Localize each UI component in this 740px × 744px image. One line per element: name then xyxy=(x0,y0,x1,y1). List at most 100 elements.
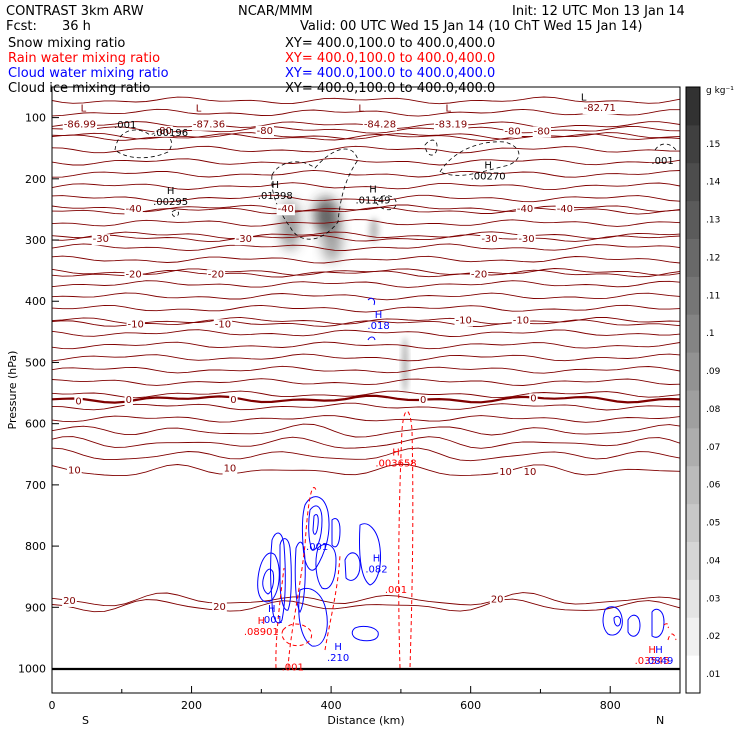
label-background xyxy=(419,395,428,407)
temperature-contour xyxy=(52,292,680,301)
rain-water-contours xyxy=(275,410,677,669)
label-background xyxy=(515,204,535,216)
temperature-label: -40 xyxy=(517,204,533,215)
label-background xyxy=(212,602,227,614)
north-label: N xyxy=(656,714,664,727)
temperature-contour xyxy=(52,436,680,449)
y-tick-label: 800 xyxy=(25,540,46,553)
label-background xyxy=(489,594,505,606)
extremum-value: .003658 xyxy=(375,458,416,469)
temperature-label: 0 xyxy=(420,395,426,406)
low-marker: L xyxy=(196,103,202,114)
temperature-label: -30 xyxy=(93,234,109,245)
extremum-value: .001 xyxy=(261,615,283,626)
label-background xyxy=(255,125,274,137)
legend-snow-xy: XY= 400.0,100.0 to 400.0,400.0 xyxy=(285,36,495,51)
colorbar-swatch xyxy=(686,427,700,467)
label-background xyxy=(503,126,522,138)
temperature-contour xyxy=(52,316,680,325)
temperature-contour xyxy=(52,353,680,362)
temperature-label: 20 xyxy=(491,595,504,606)
extremum-value: .01149 xyxy=(355,195,390,206)
legend-rain: Rain water mixing ratio xyxy=(8,51,160,66)
temperature-contour xyxy=(52,219,680,227)
colorbar-tick-label: .14 xyxy=(706,178,721,188)
label-background xyxy=(511,315,531,327)
temperature-label: -40 xyxy=(125,204,141,215)
cloud-water-contour xyxy=(627,614,641,637)
colorbar-unit: g kg⁻¹ xyxy=(706,86,734,96)
cloud-water-contour xyxy=(602,606,623,636)
temperature-contour xyxy=(52,231,680,240)
extremum-value: .00270 xyxy=(471,171,506,182)
colorbar-tick-label: .15 xyxy=(706,140,720,150)
cloud-water-contour xyxy=(331,517,341,548)
temperature-contour xyxy=(52,365,680,374)
cloud-water-contour xyxy=(262,568,275,595)
label-background xyxy=(124,395,133,407)
high-marker: H xyxy=(392,447,400,458)
y-tick-label: 700 xyxy=(25,479,46,492)
high-marker: H xyxy=(258,616,266,627)
cloud-water-contour xyxy=(651,608,665,638)
extremum-value: .00295 xyxy=(153,197,188,208)
label-background xyxy=(362,119,398,131)
temperature-contour xyxy=(52,423,680,438)
colorbar: .01 .02 .03 .04 .05 .06 .07 .08 .09 .1 .11 .12 .13 .1… xyxy=(685,86,721,694)
low-marker: L xyxy=(446,103,452,114)
label-background xyxy=(206,269,226,281)
label-background xyxy=(276,204,295,216)
y-axis-label: Pressure (hPa) xyxy=(6,351,19,430)
temperature-contour xyxy=(52,145,680,154)
cloud-water-contour xyxy=(257,552,280,603)
contour-value-label: .001 xyxy=(282,662,304,673)
rain-contour xyxy=(667,633,677,641)
temperature-contour xyxy=(52,206,680,215)
temperature-contour xyxy=(52,592,680,607)
label-background xyxy=(480,234,499,246)
extremum-value: .210 xyxy=(327,653,349,664)
temperature-label: 0 xyxy=(75,396,81,407)
temperature-label: 0 xyxy=(230,395,236,406)
temperature-contour xyxy=(52,133,680,142)
forecast-hours: 36 h xyxy=(62,19,91,34)
extrema-labels: L L L LLH.00295H.01398H.01149H.00270H.018H.… xyxy=(81,92,674,667)
label-background xyxy=(62,119,98,131)
low-marker: L xyxy=(358,103,364,114)
ice-contour xyxy=(654,143,677,151)
temperature-label: -10 xyxy=(128,319,144,330)
rain-contour xyxy=(275,567,285,669)
colorbar-swatch xyxy=(686,276,700,315)
cloud-water-contour xyxy=(308,505,323,551)
snow-blob xyxy=(369,218,379,242)
temperature-contour xyxy=(52,108,680,117)
colorbar-swatch xyxy=(686,541,700,580)
temperature-label: -80 xyxy=(155,126,171,137)
forecast-label: Fcst: xyxy=(6,19,37,34)
label-background xyxy=(229,395,238,407)
high-marker: H xyxy=(268,604,276,615)
temperature-label: -30 xyxy=(518,234,534,245)
temperature-label: -84.28 xyxy=(364,120,396,131)
label-background xyxy=(469,269,489,281)
colorbar-tick-label: .1 xyxy=(706,329,715,339)
legend-cloud-water: Cloud water mixing ratio xyxy=(8,66,169,81)
temperature-label: -10 xyxy=(456,316,472,327)
y-tick-label: 100 xyxy=(25,112,46,125)
colorbar-tick-label: .12 xyxy=(706,253,720,263)
high-marker: H xyxy=(369,184,377,195)
label-background xyxy=(124,204,143,216)
temperature-contour xyxy=(52,269,680,278)
y-tick-label: 500 xyxy=(25,356,46,369)
temperature-label: -20 xyxy=(471,270,487,281)
temperature-contour xyxy=(52,132,680,140)
colorbar-tick-label: .05 xyxy=(706,519,720,529)
temperature-label: 10 xyxy=(224,464,237,475)
temperature-contour xyxy=(52,268,680,276)
colorbar-tick-label: .04 xyxy=(706,556,721,566)
temperature-label: -30 xyxy=(236,234,252,245)
ice-contour xyxy=(439,141,520,176)
high-marker: H xyxy=(272,180,280,191)
legend-cloud-water-xy: XY= 400.0,100.0 to 400.0,400.0 xyxy=(285,66,495,81)
temperature-contour xyxy=(52,243,680,252)
